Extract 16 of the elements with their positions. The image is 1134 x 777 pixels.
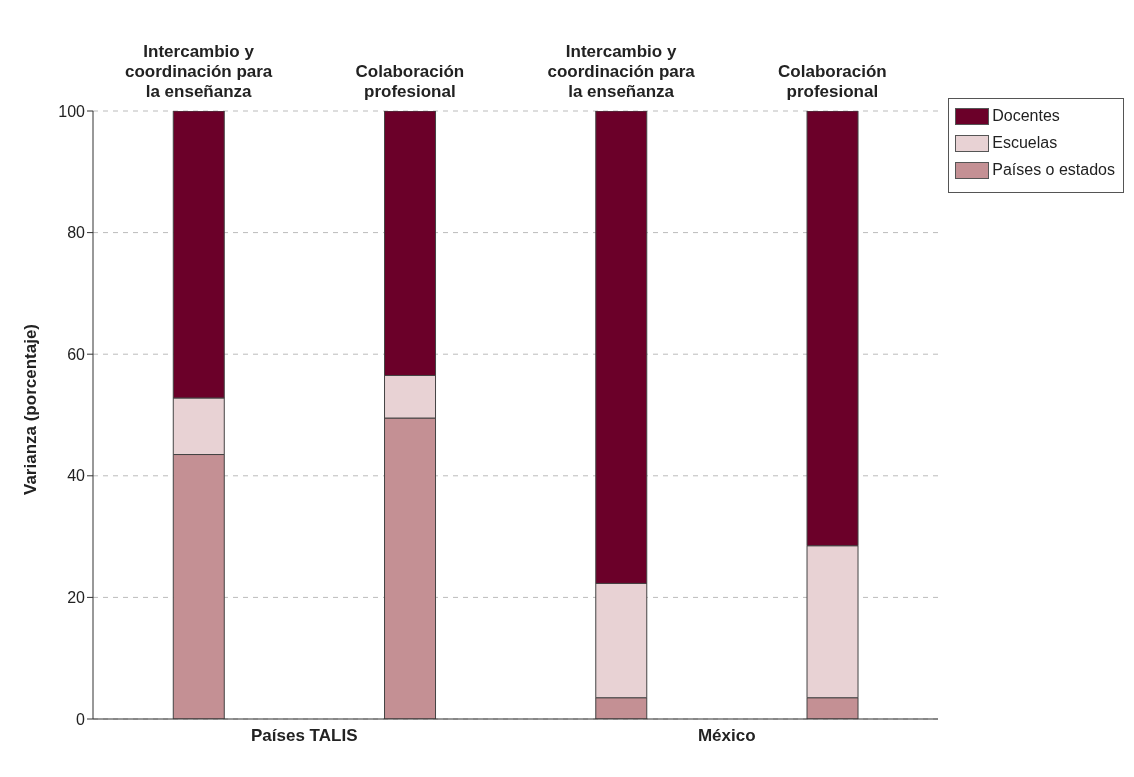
- y-tick-label: 0: [76, 710, 86, 728]
- legend-label: Docentes: [991, 107, 1061, 125]
- x-tick-label: Intercambio y coordinación para la enseñanza: [124, 42, 273, 101]
- x-tick-label: Colaboración profesional: [778, 62, 887, 101]
- text: Países TALIS: [251, 726, 358, 745]
- y-tick-label: 80: [67, 224, 86, 242]
- x-tick-label: Intercambio y coordinación para la enseñanza: [547, 42, 696, 101]
- legend-label: Escuelas: [991, 134, 1059, 152]
- y-tick-label: 100: [58, 102, 86, 120]
- text: México: [697, 726, 756, 745]
- legend-label: Países o estados: [991, 161, 1115, 179]
- x-tick-label: Colaboración profesional: [355, 62, 465, 101]
- y-tick-label: 20: [67, 589, 86, 607]
- y-tick-label: 40: [67, 467, 86, 485]
- y-tick-label: 60: [67, 345, 86, 363]
- y-axis-title: Varianza (porcentaje): [21, 323, 41, 495]
